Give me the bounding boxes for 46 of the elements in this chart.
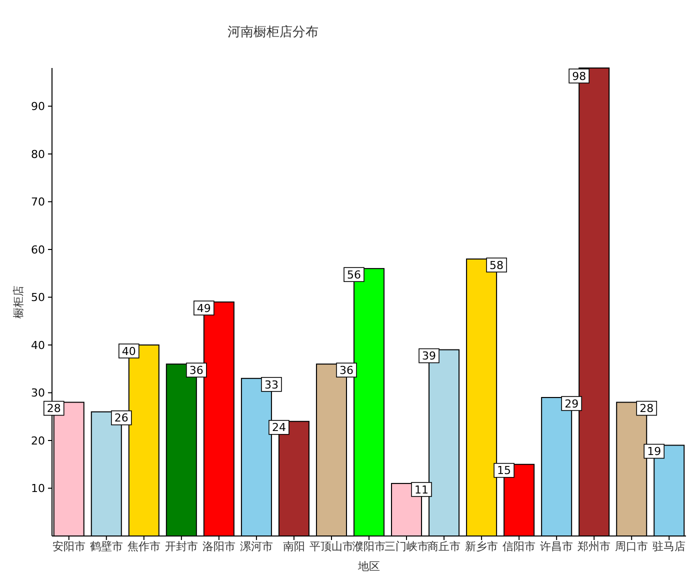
y-tick-label: 80 bbox=[31, 148, 45, 161]
data-label: 29 bbox=[564, 397, 579, 410]
y-tick-label: 20 bbox=[31, 434, 45, 448]
data-label: 58 bbox=[490, 258, 504, 272]
data-label: 33 bbox=[264, 378, 278, 392]
x-tick-label: 新乡市 bbox=[465, 540, 498, 553]
data-label: 39 bbox=[422, 350, 436, 363]
y-tick-label: 60 bbox=[31, 243, 45, 256]
x-tick-label: 洛阳市 bbox=[202, 540, 236, 553]
chart-title: 河南橱柜店分布 bbox=[228, 24, 318, 40]
data-label: 36 bbox=[339, 364, 354, 377]
y-tick-label: 40 bbox=[31, 338, 45, 352]
data-label: 15 bbox=[497, 464, 512, 478]
y-tick-label: 10 bbox=[31, 482, 45, 496]
x-tick-label: 信阳市 bbox=[502, 540, 536, 553]
x-tick-label: 焦作市 bbox=[127, 540, 160, 553]
x-axis-title: 地区 bbox=[357, 560, 380, 573]
y-tick-label: 30 bbox=[31, 386, 45, 400]
x-tick-label: 濮阳市 bbox=[352, 540, 386, 553]
data-label: 56 bbox=[346, 268, 361, 282]
x-tick-label: 鹤壁市 bbox=[90, 540, 123, 553]
y-tick-label: 90 bbox=[31, 100, 45, 114]
data-label: 40 bbox=[122, 344, 136, 358]
x-tick-label: 南阳 bbox=[282, 540, 305, 553]
x-tick-label: 漯河市 bbox=[240, 540, 273, 553]
x-tick-label: 驻马店 bbox=[652, 540, 686, 553]
data-label: 28 bbox=[46, 402, 61, 416]
x-tick-label: 周口市 bbox=[615, 540, 648, 553]
data-label: 49 bbox=[196, 302, 211, 315]
x-tick-label: 平顶山市 bbox=[309, 540, 354, 553]
x-tick-label: 许昌市 bbox=[540, 540, 574, 553]
x-tick-label: 商丘市 bbox=[428, 540, 461, 553]
y-axis-title: 橱柜店 bbox=[12, 286, 25, 318]
y-tick-label: 70 bbox=[31, 196, 45, 209]
data-label: 11 bbox=[414, 483, 429, 496]
x-tick-label: 三门峡市 bbox=[384, 540, 429, 553]
data-label: 26 bbox=[114, 412, 128, 425]
x-tick-label: 安阳市 bbox=[52, 540, 86, 553]
data-label: 28 bbox=[640, 402, 654, 416]
x-tick-label: 郑州市 bbox=[578, 540, 611, 553]
data-label: 98 bbox=[572, 70, 586, 83]
data-label: 36 bbox=[189, 364, 204, 377]
data-label: 24 bbox=[272, 421, 286, 434]
x-tick-label: 开封市 bbox=[164, 540, 198, 553]
y-tick-label: 50 bbox=[31, 291, 45, 304]
data-label: 19 bbox=[647, 445, 662, 458]
